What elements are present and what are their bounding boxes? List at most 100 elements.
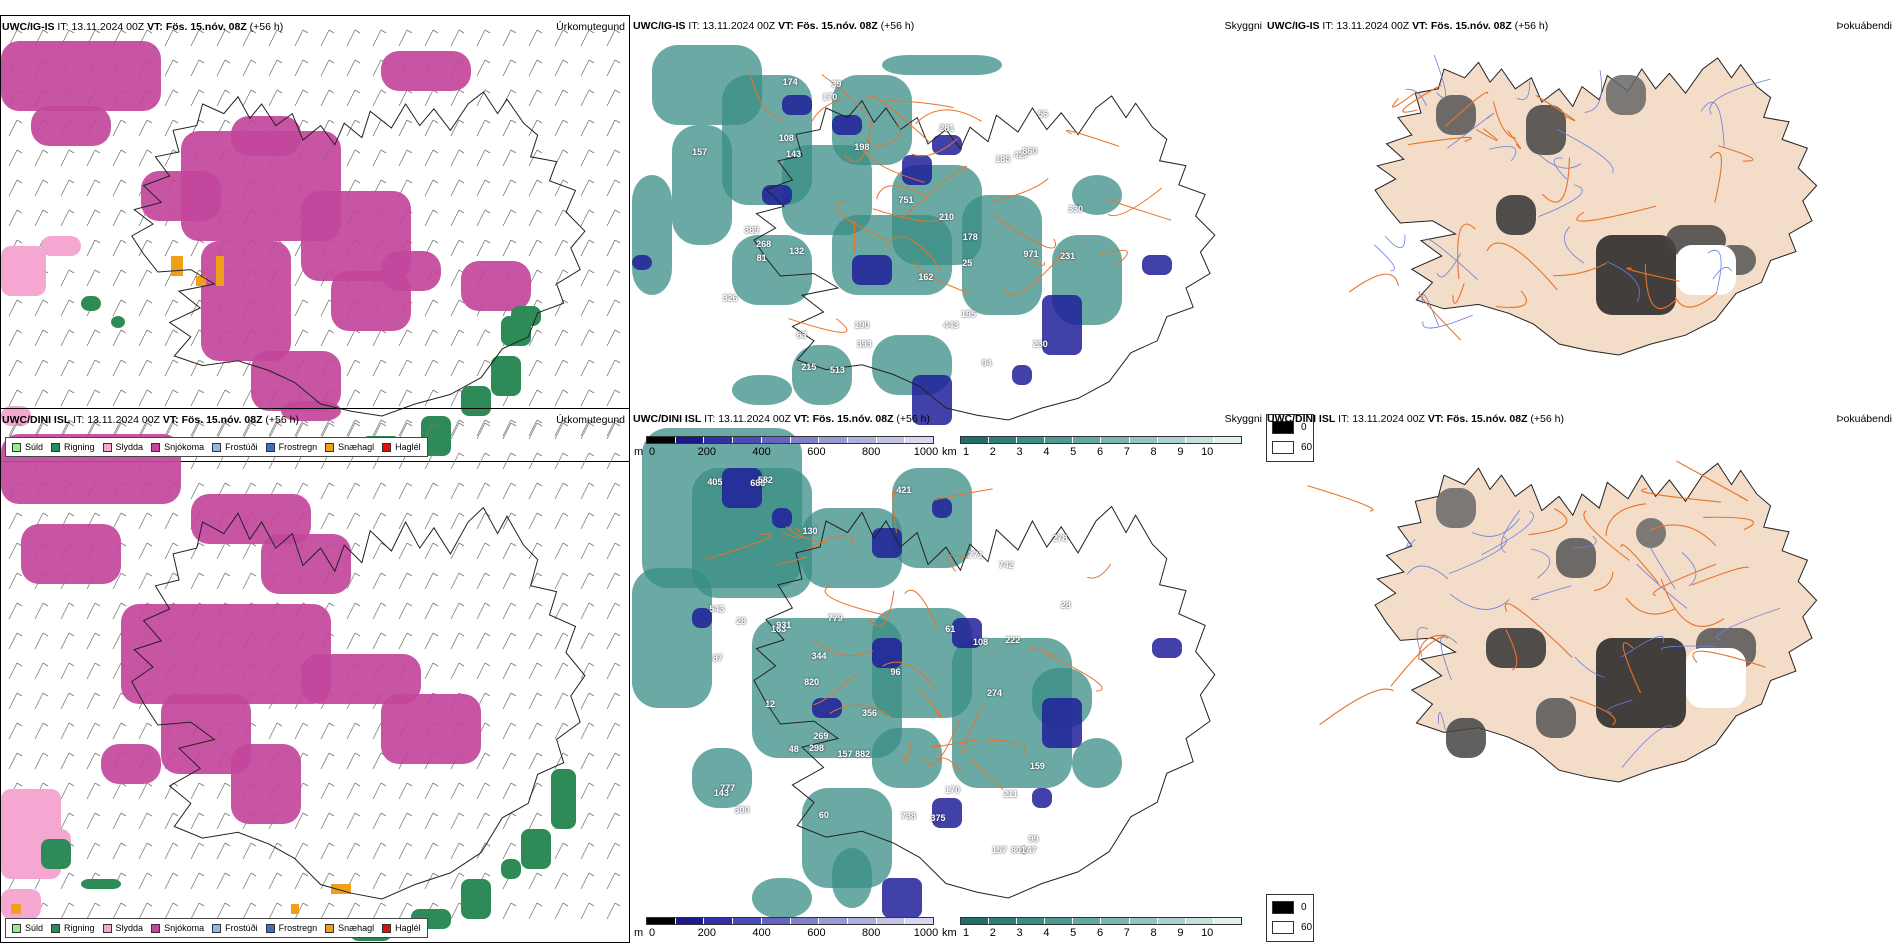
legend-label: Rigning <box>64 923 95 933</box>
legend-label: Frostúði <box>225 923 258 933</box>
init-time-value: 13.11.2024 00Z <box>1352 413 1425 425</box>
coastline <box>753 95 1216 421</box>
fog-key-swatch <box>1272 921 1294 934</box>
legend-item: Slydda <box>102 923 143 933</box>
fog-indicator-key: 0 60 <box>1266 414 1314 462</box>
model-name: UWC/DINI ISL <box>2 414 71 426</box>
visibility-value-label: 94 <box>981 358 992 369</box>
visibility-value-label: 157 <box>991 845 1007 856</box>
colorbar-tick-label: 9 <box>1177 927 1184 939</box>
colorbar-tick-label: 200 <box>697 446 716 458</box>
colorbar-tick-label: 8 <box>1150 927 1157 939</box>
visibility-scale-meters: m 0 200 400 600 800 1000 <box>634 917 938 943</box>
visibility-value-label: 159 <box>1029 760 1045 771</box>
precip-type-legend: Súld Rigning Slydda Snjókoma Frostúði Frostre… <box>5 918 428 938</box>
legend-item: Súld <box>12 442 43 452</box>
legend-label: Snæhagl <box>338 442 375 452</box>
visibility-value-label: 820 <box>804 677 820 688</box>
lead-time: (+56 h) <box>880 20 915 32</box>
init-time-label: IT: <box>1338 413 1350 425</box>
colorbar-tick-label: 7 <box>1123 446 1130 458</box>
fog-key-label: 60 <box>1301 922 1313 933</box>
visibility-value-label: 170 <box>822 92 838 102</box>
legend-swatch <box>265 923 275 933</box>
legend-item: Haglél <box>382 923 421 933</box>
valid-time-label: VT: <box>1427 413 1444 425</box>
colorbar-tick-label: 600 <box>807 446 826 458</box>
visibility-value-label: 274 <box>986 687 1002 698</box>
valid-time-value: Fös. 15.nóv. 08Z <box>165 21 247 33</box>
visibility-value-label: 143 <box>713 788 729 799</box>
visibility-value-label: 247 <box>1021 844 1037 855</box>
colorbar-tick-label: 2 <box>989 446 996 458</box>
colorbar-tick-label: 8 <box>1150 446 1157 458</box>
visibility-value-label: 344 <box>811 651 827 662</box>
panel-header: UWC/IG-IS IT: 13.11.2024 00Z VT: Fös. 15… <box>1267 20 1548 32</box>
visibility-panel: 356 163 688 274 247 130 882 820 298 108 222 421 405 1… <box>632 408 1262 943</box>
visibility-value-label: 130 <box>802 526 818 537</box>
visibility-value-label: 931 <box>776 620 792 631</box>
colorbar-tick-label: 3 <box>1016 446 1023 458</box>
valid-time-value: Fös. 15.nóv. 08Z <box>796 20 878 32</box>
road-network <box>750 72 1172 333</box>
valid-time-label: VT: <box>1412 20 1428 32</box>
precip-areas <box>1 41 541 456</box>
visibility-value-label: 99 <box>1028 833 1039 844</box>
visibility-fields <box>632 45 1172 425</box>
legend-label: Frostregn <box>278 442 318 452</box>
legend-item: Snæhagl <box>325 442 374 452</box>
visibility-value-label: 61 <box>945 624 956 635</box>
visibility-value-label: 108 <box>778 132 794 143</box>
colorbar-strip <box>960 436 1242 444</box>
valid-time-label: VT: <box>778 20 794 32</box>
legend-swatch <box>382 923 392 933</box>
visibility-value-label: 405 <box>707 477 723 488</box>
visibility-scale-meters: m 0 200 400 600 800 1000 <box>634 436 938 462</box>
panel-title: Skyggni <box>1224 413 1262 425</box>
model-name: UWC/IG-IS <box>2 21 55 33</box>
visibility-value-label: 108 <box>973 636 989 647</box>
colorbar-tick-label: 800 <box>862 927 881 939</box>
visibility-value-label: 222 <box>1005 634 1021 645</box>
legend-swatch <box>151 442 161 452</box>
legend-swatch <box>51 923 61 933</box>
visibility-scale-km: km 1 2 3 4 5 6 7 8 9 10 <box>942 917 1242 943</box>
visibility-value-label: 48 <box>788 744 799 755</box>
colorbar-tick-label: 1000 <box>913 927 939 939</box>
road-network <box>1348 84 1754 341</box>
visibility-value-label: 543 <box>709 604 725 615</box>
model-name: UWC/DINI ISL <box>633 413 702 425</box>
visibility-value-label: 157 <box>692 146 708 157</box>
visibility-value-label: 87 <box>712 653 723 664</box>
visibility-value-label: 231 <box>1060 250 1076 261</box>
init-time-label: IT: <box>1322 20 1334 32</box>
visibility-value-label: 63 <box>796 329 807 340</box>
visibility-value-label: 777 <box>720 783 736 794</box>
panel-header: UWC/DINI ISL IT: 13.11.2024 00Z VT: Fös.… <box>2 414 299 426</box>
legend-label: Súld <box>25 442 44 452</box>
precip-type-legend: Súld Rigning Slydda Snjókoma Frostúði Frostre… <box>5 437 428 457</box>
valid-time-value: Fös. 15.nóv. 08Z <box>1446 413 1528 425</box>
init-time-label: IT: <box>704 413 716 425</box>
visibility-value-label: 195 <box>961 309 977 320</box>
legend-item: Súld <box>12 923 43 933</box>
legend-swatch <box>12 442 21 452</box>
colorbar-tick-label: 6 <box>1096 927 1104 939</box>
valid-time-value: Fös. 15.nóv. 08Z <box>181 414 263 426</box>
visibility-value-label: 28 <box>1060 600 1071 611</box>
legend-item: Frostregn <box>265 442 318 452</box>
visibility-value-label: 281 <box>939 122 955 133</box>
legend-item: Snjókoma <box>151 442 204 452</box>
fog-key-label: 60 <box>1301 442 1313 453</box>
fog-indicator-panel: UWC/DINI ISL IT: 13.11.2024 00Z VT: Fös.… <box>1266 408 1900 943</box>
colorbar-tick-label: 400 <box>752 446 771 458</box>
colorbar-unit: km <box>942 927 957 939</box>
fog-key-label: 0 <box>1301 422 1307 433</box>
visibility-value-label: 185 <box>995 153 1011 164</box>
precip-type-map <box>1 29 621 456</box>
model-name: UWC/IG-IS <box>1267 20 1320 32</box>
legend-label: Snæhagl <box>338 923 375 933</box>
legend-label: Frostregn <box>278 923 318 933</box>
legend-item: Haglél <box>382 442 421 452</box>
panel-title: Úrkomutegund <box>556 414 625 426</box>
